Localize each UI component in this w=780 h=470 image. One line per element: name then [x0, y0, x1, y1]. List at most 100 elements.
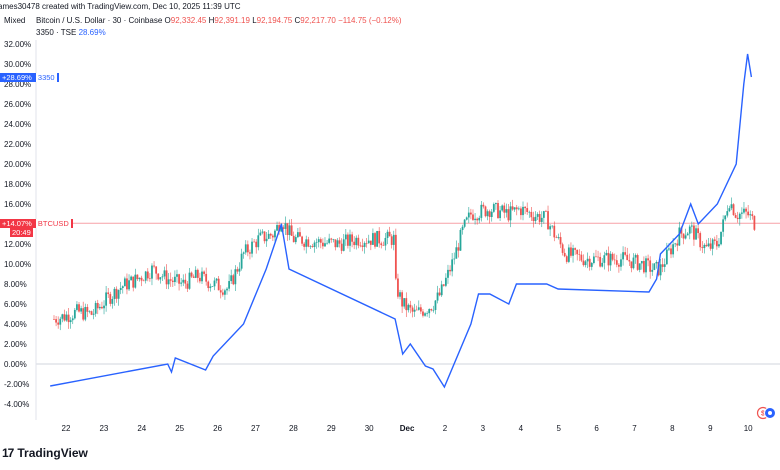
candle-body	[134, 274, 137, 288]
candle-body	[697, 228, 700, 234]
candle-body	[703, 244, 706, 249]
candle-body	[436, 292, 439, 301]
flag-icon[interactable]: $	[756, 406, 776, 420]
candle-body	[246, 244, 249, 253]
candle-body	[622, 252, 624, 260]
candle-body	[607, 252, 610, 266]
candle-body	[359, 245, 362, 247]
candle-body	[659, 264, 662, 276]
candle-body	[71, 318, 74, 321]
candle-body	[55, 319, 57, 323]
candle-body	[188, 272, 191, 289]
candle-body	[238, 268, 241, 272]
candle-body	[661, 264, 664, 267]
candle-body	[582, 260, 585, 266]
candle-body	[586, 258, 589, 262]
candle-body	[495, 203, 497, 205]
candle-body	[693, 225, 695, 240]
candle-body	[376, 231, 378, 247]
y-tick-label: 2.00%	[4, 340, 27, 349]
candle-body	[230, 275, 233, 282]
candle-body	[490, 211, 493, 217]
candle-body	[522, 206, 524, 216]
candle-body	[736, 217, 739, 220]
candle-body	[674, 243, 677, 245]
candle-body	[743, 208, 745, 213]
y-tick-label: 26.00%	[4, 100, 32, 109]
candle-body	[363, 243, 366, 247]
candle-body	[303, 243, 306, 247]
y-tick-label: 4.00%	[4, 320, 27, 329]
candle-body	[117, 290, 120, 299]
candle-body	[695, 228, 697, 240]
candle-body	[174, 276, 176, 283]
candle-body	[201, 271, 203, 282]
candle-body	[447, 269, 449, 278]
compare-symbol: 3350 · TSE	[36, 28, 77, 37]
candle-body	[449, 269, 451, 272]
candle-body	[580, 254, 583, 261]
candle-body	[672, 244, 674, 255]
candle-body	[288, 225, 291, 235]
candle-body	[278, 225, 281, 232]
candle-body	[130, 276, 133, 281]
candle-body	[467, 212, 470, 218]
x-tick-label: 9	[708, 424, 713, 433]
candle-body	[457, 247, 460, 251]
compare-legend[interactable]: 3350 · TSE 28.69%	[36, 28, 106, 37]
candle-body	[643, 261, 645, 273]
scale-mode-label[interactable]: Mixed	[4, 16, 26, 25]
tradingview-footer[interactable]: 17 TradingView	[2, 446, 88, 460]
candle-body	[732, 204, 735, 216]
candle-body	[226, 288, 228, 291]
candle-body	[709, 243, 712, 249]
candle-body	[574, 248, 577, 250]
candle-body	[284, 223, 287, 229]
btc-time-tag: 20:49	[10, 228, 33, 237]
candle-body	[492, 204, 495, 212]
candle-body	[159, 277, 162, 280]
tse-name: 3350	[35, 73, 57, 82]
y-tick-label: 8.00%	[4, 280, 27, 289]
candle-body	[440, 284, 443, 296]
candle-body	[388, 231, 391, 237]
candle-body	[419, 307, 422, 312]
candle-body	[328, 238, 331, 243]
x-tick-label: 27	[251, 424, 260, 433]
candle-body	[132, 276, 135, 288]
candle-body	[94, 302, 97, 314]
btc-name: BTCUSD	[35, 219, 71, 228]
candle-body	[705, 244, 708, 247]
candle-body	[380, 243, 383, 246]
candle-body	[453, 258, 456, 260]
candle-body	[251, 241, 253, 254]
candle-body	[73, 309, 76, 319]
candle-body	[96, 302, 99, 309]
candle-body	[730, 204, 733, 209]
candle-body	[217, 278, 220, 291]
candle-body	[653, 263, 656, 270]
candle-body	[455, 247, 458, 259]
candle-body	[472, 214, 474, 220]
candle-body	[184, 279, 187, 284]
candle-body	[411, 307, 414, 312]
candle-body	[123, 278, 126, 287]
candle-body	[505, 209, 508, 213]
candle-body	[724, 215, 727, 220]
candle-body	[349, 234, 351, 246]
candle-body	[61, 314, 64, 319]
ohlc-open: 92,332.45	[170, 16, 207, 25]
candle-body	[751, 214, 754, 217]
candle-body	[734, 215, 737, 218]
candle-body	[313, 242, 316, 247]
candle-body	[728, 208, 731, 212]
candle-body	[545, 211, 547, 212]
btc-price-tag: +14.07% BTCUSD	[0, 219, 73, 228]
candle-body	[169, 279, 172, 281]
candle-body	[161, 276, 164, 278]
candle-body	[663, 264, 666, 267]
candle-body	[215, 278, 218, 281]
candle-body	[101, 306, 103, 309]
candle-body	[261, 231, 264, 233]
